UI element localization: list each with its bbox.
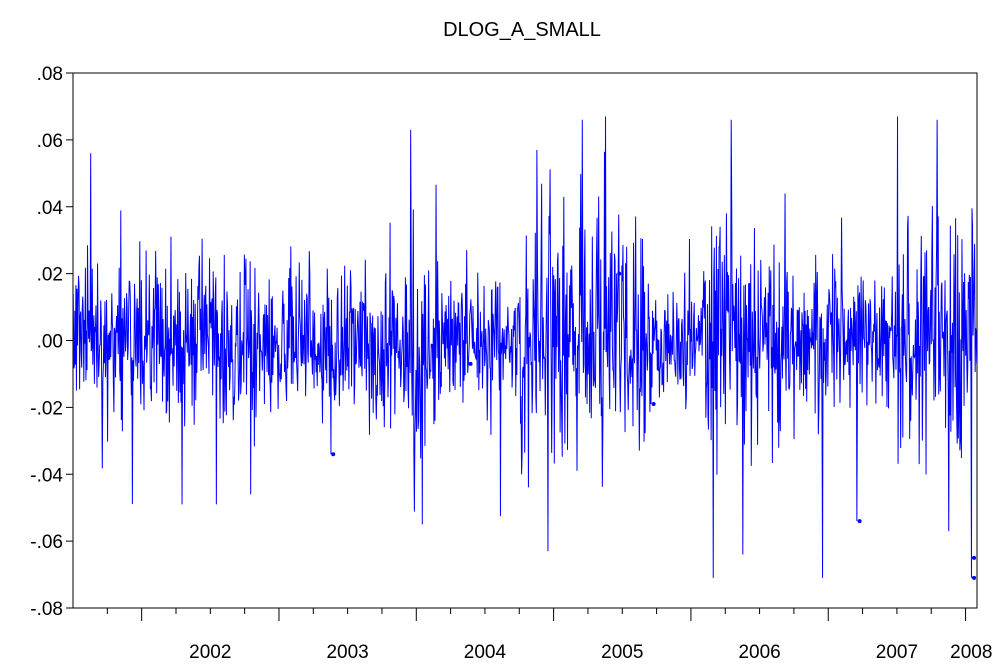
data-point <box>972 575 977 580</box>
series-layer <box>72 116 978 580</box>
y-tick-label: .02 <box>37 265 63 286</box>
series-line <box>72 116 978 578</box>
x-tick-label: 2006 <box>738 642 780 663</box>
x-tick-label: 2003 <box>326 642 368 663</box>
y-tick-label: -.04 <box>30 465 63 486</box>
y-tick-label: .00 <box>37 332 63 353</box>
x-tick-label: 2005 <box>601 642 643 663</box>
data-point <box>857 519 862 524</box>
x-tick-label: 2007 <box>876 642 918 663</box>
data-point <box>651 402 656 407</box>
x-tick-label: 2004 <box>464 642 507 663</box>
data-point <box>468 361 473 366</box>
y-tick-label: .06 <box>37 131 63 152</box>
x-tick-label: 2008 <box>950 642 992 663</box>
y-axis: .08 .06 .04 .02 .00 -.02 -.04 -.06 -.08 <box>30 64 73 620</box>
data-point <box>331 452 336 457</box>
x-tick-label: 2002 <box>189 642 231 663</box>
data-point <box>972 555 977 560</box>
x-axis: 2002 2003 2004 2005 2006 2007 2008 <box>106 608 992 663</box>
data-point <box>617 271 622 276</box>
y-tick-label: -.06 <box>30 532 63 553</box>
y-tick-label: .04 <box>37 198 64 219</box>
y-tick-label: -.08 <box>30 599 63 620</box>
y-tick-label: -.02 <box>30 398 63 419</box>
y-tick-label: .08 <box>37 64 63 85</box>
chart-title: DLOG_A_SMALL <box>443 19 601 41</box>
